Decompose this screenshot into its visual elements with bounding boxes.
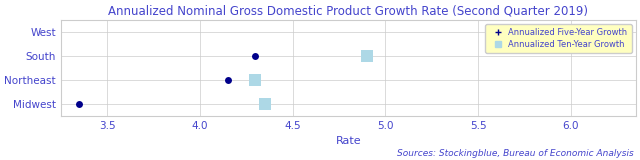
Point: [584, 30, 595, 33]
Point: [250, 79, 260, 81]
X-axis label: Rate: Rate: [335, 136, 361, 146]
Point: [250, 54, 260, 57]
Point: [362, 54, 372, 57]
Point: [260, 103, 270, 105]
Point: [223, 79, 233, 81]
Title: Annualized Nominal Gross Domestic Product Growth Rate (Second Quarter 2019): Annualized Nominal Gross Domestic Produc…: [108, 4, 588, 17]
Point: [547, 30, 557, 33]
Point: [74, 103, 84, 105]
Legend: Annualized Five-Year Growth, Annualized Ten-Year Growth: Annualized Five-Year Growth, Annualized …: [485, 24, 632, 53]
Text: Sources: Stockingblue, Bureau of Economic Analysis: Sources: Stockingblue, Bureau of Economi…: [397, 149, 634, 158]
